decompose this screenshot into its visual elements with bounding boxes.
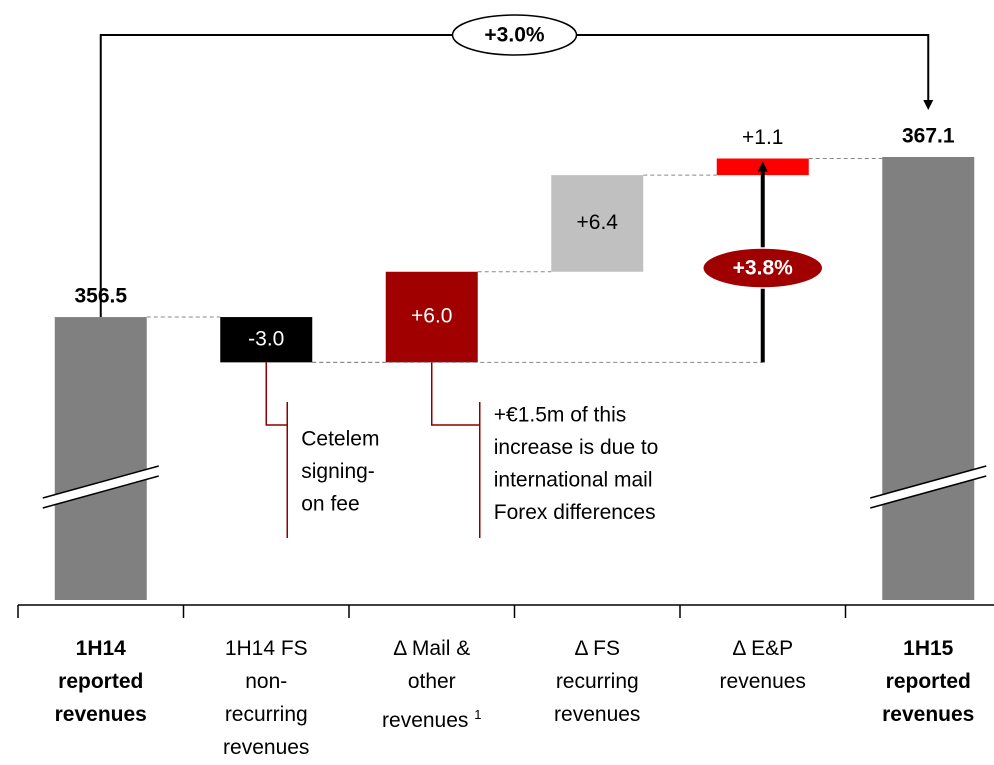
axis-break	[870, 466, 987, 508]
bar	[882, 157, 975, 600]
value-label: +1.1	[742, 126, 783, 149]
value-label: -3.0	[248, 327, 284, 350]
recurring-change-oval	[702, 247, 824, 289]
category-text: Δ FS recurring revenues	[554, 637, 641, 726]
x-tick-label: Δ E&P revenues	[703, 632, 823, 698]
x-tick-label: 1H14 FS non-recurring revenues	[206, 632, 326, 764]
note-leader	[431, 362, 480, 426]
axis-break	[42, 466, 159, 508]
note-leader	[265, 362, 288, 426]
value-label: +6.4	[577, 211, 619, 234]
bar	[54, 317, 147, 600]
note-text: Cetelem	[301, 428, 379, 451]
axis-break-line	[870, 465, 987, 499]
note-text: +€1.5m of this	[494, 404, 627, 427]
x-tick-label: 1H15 reported revenues	[868, 632, 988, 731]
x-tick-label: 1H14 reported revenues	[41, 632, 161, 731]
value-label: +6.0	[411, 305, 452, 328]
axis-break-line	[42, 475, 159, 509]
note-text: increase is due to	[494, 436, 659, 459]
category-text: 1H15 reported revenues	[882, 637, 975, 726]
bar	[220, 317, 313, 363]
x-tick-label: Δ Mail & other revenues 1	[372, 632, 492, 737]
category-text: Δ E&P revenues	[719, 637, 806, 693]
total-change-oval	[451, 14, 578, 56]
total-label: 367.1	[902, 125, 955, 148]
footnote-mark: 1	[474, 707, 482, 722]
note-text: international mail	[494, 469, 653, 492]
total-change-label: +3.0%	[484, 24, 544, 47]
category-text: 1H14 FS non-recurring revenues	[223, 637, 310, 759]
note-text: on fee	[301, 493, 359, 516]
bar	[385, 271, 478, 363]
category-text: Δ Mail & other revenues	[382, 637, 471, 732]
axis-break-line	[42, 465, 159, 499]
axis-break-line	[870, 475, 987, 509]
note-text: signing-	[301, 460, 375, 483]
recurring-change-label: +3.8%	[733, 257, 793, 280]
bar	[551, 175, 644, 272]
x-tick-label: Δ FS recurring revenues	[537, 632, 657, 731]
note-text: Forex differences	[494, 501, 656, 524]
category-text: 1H14 reported revenues	[54, 637, 147, 726]
